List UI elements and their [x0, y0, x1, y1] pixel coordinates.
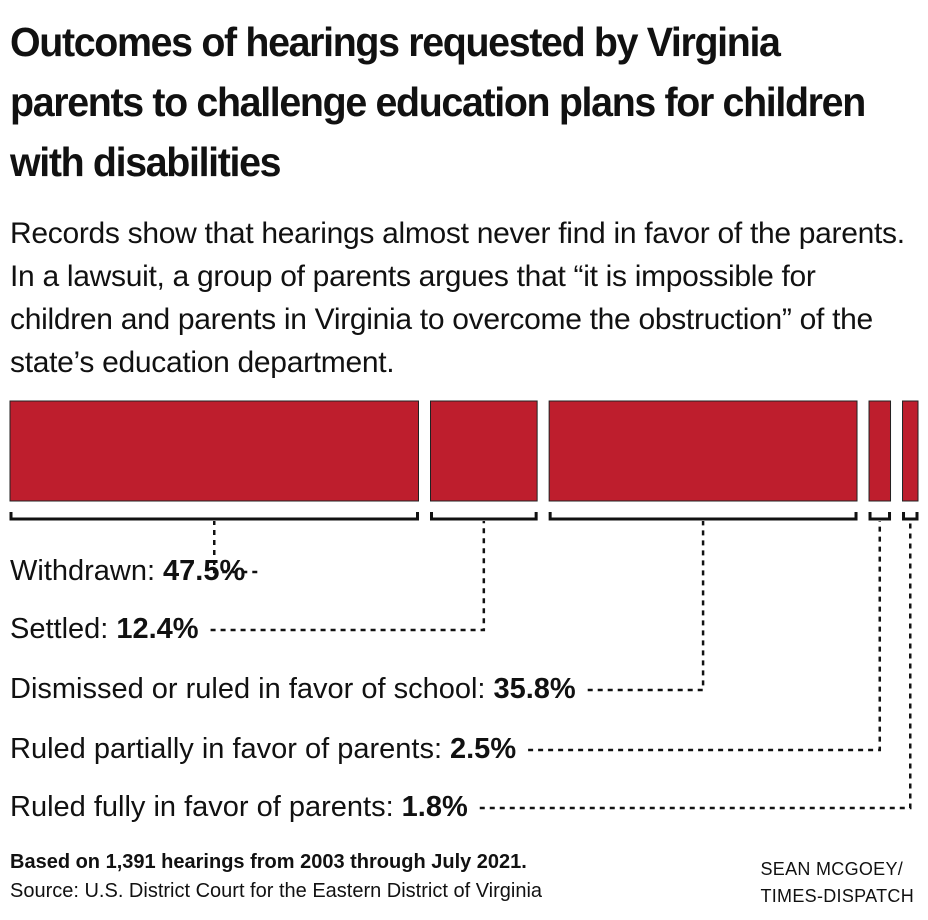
category-label: Ruled partially in favor of parents:: [10, 733, 442, 765]
credit: SEAN MCGOEY/ TIMES-DISPATCH: [760, 856, 914, 910]
label: Ruled fully in favor of parents: 1.8%: [10, 791, 468, 823]
footnote: Based on 1,391 hearings from 2003 throug…: [10, 848, 542, 906]
bar-segment: [548, 400, 858, 502]
note: Based on 1,391 hearings from 2003 throug…: [10, 851, 527, 873]
leader-line: [210, 521, 486, 632]
chart: Withdrawn: 47.5% Settled: 12.4% Dismissed or…: [9, 400, 919, 823]
category-label: Withdrawn:: [10, 555, 155, 587]
bracket: [548, 512, 858, 521]
bar-segment: [430, 400, 538, 502]
value-label: 2.5%: [450, 733, 516, 765]
category-label: Ruled fully in favor of parents:: [10, 791, 394, 823]
value-label: 35.8%: [493, 673, 575, 705]
chart-title: Outcomes of hearings requested by Virgin…: [10, 19, 866, 185]
category-label: Dismissed or ruled in favor of school:: [10, 673, 485, 705]
leader-line: [528, 521, 882, 752]
bar-segment: [902, 400, 919, 502]
label: Settled: 12.4%: [10, 613, 199, 645]
leader-line: [213, 521, 258, 574]
label: Withdrawn: 47.5%: [10, 555, 245, 587]
chart-subtitle: Records show that hearings almost never …: [10, 217, 905, 379]
bracket: [430, 512, 538, 521]
value-label: 1.8%: [402, 791, 468, 823]
credit-line: SEAN MCGOEY/: [760, 859, 904, 879]
credit-line: TIMES-DISPATCH: [760, 886, 914, 906]
bar-segment: [9, 400, 419, 502]
label: Ruled partially in favor of parents: 2.5%: [10, 733, 516, 765]
label: Dismissed or ruled in favor of school: 35…: [10, 673, 576, 705]
bar-segment: [868, 400, 892, 502]
bracket: [9, 512, 419, 521]
bracket: [902, 512, 919, 521]
leader-line: [479, 521, 912, 810]
bracket: [868, 512, 892, 521]
leader-line: [587, 521, 705, 692]
value-label: 12.4%: [116, 613, 198, 645]
category-label: Settled:: [10, 613, 108, 645]
source: Source: U.S. District Court for the East…: [10, 880, 543, 902]
value-label: 47.5%: [163, 555, 245, 587]
